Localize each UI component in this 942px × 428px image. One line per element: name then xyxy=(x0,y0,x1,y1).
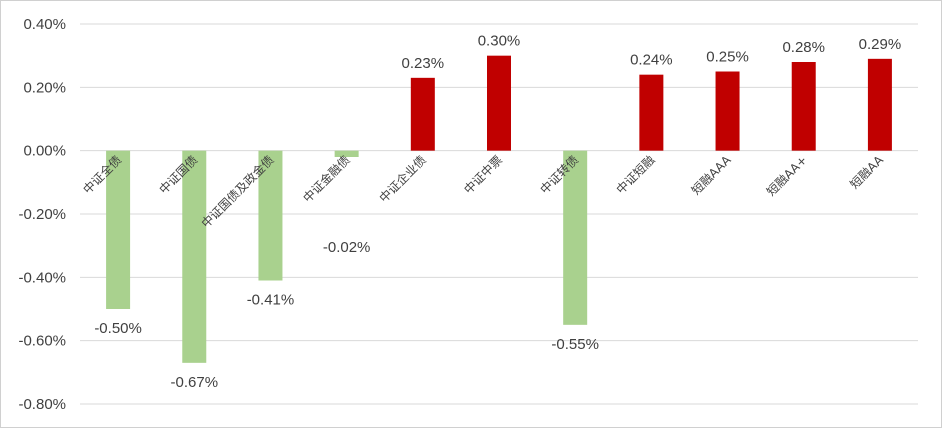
bar xyxy=(639,74,664,151)
y-tick-label: 0.40% xyxy=(23,16,66,33)
bar xyxy=(334,150,359,157)
bar xyxy=(791,62,816,151)
y-tick-label: -0.80% xyxy=(18,396,66,413)
bar xyxy=(106,150,131,309)
y-axis-ticks: 0.40% 0.20% 0.00% -0.20% -0.40% -0.60% -0.80% xyxy=(18,16,66,413)
bars xyxy=(106,55,892,363)
data-label: 0.28% xyxy=(782,39,825,56)
data-label: -0.41% xyxy=(247,292,295,309)
category-label: 中证中票 xyxy=(461,152,506,197)
category-label: 短融AA+ xyxy=(764,153,810,199)
category-label: 中证短融 xyxy=(613,152,658,197)
bar xyxy=(258,150,283,281)
data-label: 0.29% xyxy=(859,36,902,53)
bar xyxy=(487,55,511,151)
data-label: 0.23% xyxy=(402,55,445,72)
y-tick-label: -0.60% xyxy=(18,333,66,350)
category-label: 短融AAA xyxy=(689,152,734,197)
bar xyxy=(715,71,740,151)
category-label: 短融AA xyxy=(847,152,886,191)
data-label: 0.30% xyxy=(478,33,521,50)
category-label: 中证企业债 xyxy=(376,152,429,205)
y-tick-label: -0.40% xyxy=(18,269,66,286)
data-label: 0.25% xyxy=(706,49,749,66)
data-label: -0.67% xyxy=(171,374,219,391)
category-label: 中证金融债 xyxy=(300,152,353,205)
data-labels: -0.50% -0.67% -0.41% -0.02% 0.23% 0.30% -0.55%… xyxy=(94,33,901,391)
data-label: -0.55% xyxy=(551,336,599,353)
bar xyxy=(410,77,435,151)
gridlines xyxy=(80,23,918,405)
data-label: 0.24% xyxy=(630,52,673,69)
bar xyxy=(867,58,892,151)
data-label: -0.02% xyxy=(323,239,371,256)
bar xyxy=(182,150,207,363)
y-tick-label: -0.20% xyxy=(18,206,66,223)
y-tick-label: 0.20% xyxy=(23,79,66,96)
y-tick-label: 0.00% xyxy=(23,143,66,160)
bar xyxy=(563,150,588,325)
data-label: -0.50% xyxy=(94,320,142,337)
